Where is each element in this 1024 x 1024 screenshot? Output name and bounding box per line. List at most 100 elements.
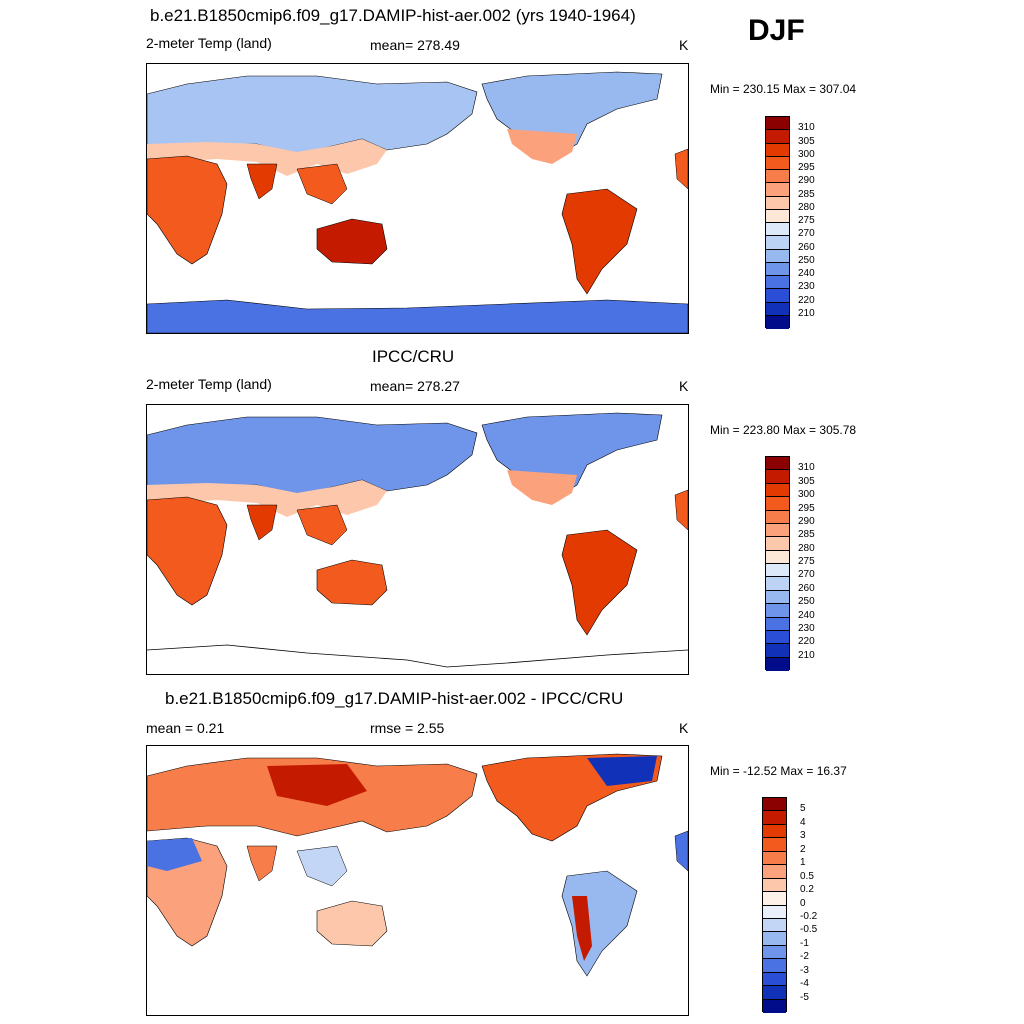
colorbar-segment — [763, 865, 786, 879]
panel-1-colorbar — [765, 116, 790, 329]
colorbar-segment — [766, 143, 789, 157]
colorbar-label: 270 — [798, 228, 815, 240]
australia-land — [316, 218, 388, 265]
colorbar-segment — [766, 550, 789, 564]
colorbar-segment — [766, 236, 789, 250]
north-america-south — [507, 129, 577, 164]
colorbar-segment — [763, 945, 786, 960]
africa-east-edge — [674, 148, 688, 190]
se-asia-land — [296, 163, 348, 205]
colorbar-segment — [763, 851, 786, 866]
panel-1-variable: 2-meter Temp (land) — [146, 35, 272, 51]
panel-2-map — [146, 404, 689, 675]
colorbar-label: 240 — [798, 268, 815, 279]
africa-land — [147, 155, 228, 265]
colorbar-label: 0 — [800, 897, 806, 909]
colorbar-segment — [766, 183, 789, 197]
africa-land — [147, 496, 228, 606]
colorbar-label: -0.5 — [800, 924, 818, 936]
colorbar-segment — [766, 657, 789, 671]
colorbar-label: 3 — [800, 830, 806, 842]
colorbar-segment — [763, 932, 786, 946]
panel-2-mean: mean= 278.27 — [370, 378, 460, 394]
south-asia-land — [246, 163, 278, 200]
colorbar-label: 230 — [798, 622, 815, 634]
north-america-south — [507, 470, 577, 505]
colorbar-label: -1 — [800, 937, 809, 949]
panel-2-minmax: Min = 223.80 Max = 305.78 — [710, 423, 857, 437]
panel-2-variable: 2-meter Temp (land) — [146, 376, 272, 392]
colorbar-segment — [763, 959, 786, 973]
colorbar-label: 300 — [798, 148, 815, 160]
colorbar-label: 305 — [798, 135, 815, 147]
colorbar-segment — [763, 892, 786, 906]
colorbar-label: 250 — [798, 596, 815, 608]
panel-3-minmax: Min = -12.52 Max = 16.37 — [710, 764, 847, 778]
south-america-land — [561, 870, 638, 977]
colorbar-label: 280 — [798, 542, 815, 554]
colorbar-label: 285 — [798, 188, 815, 200]
colorbar-label: 1 — [800, 857, 806, 869]
colorbar-segment — [766, 302, 789, 316]
colorbar-segment — [766, 564, 789, 578]
colorbar-segment — [763, 986, 786, 1000]
colorbar-segment — [766, 630, 789, 645]
panel-3-map — [146, 745, 689, 1016]
africa-east-edge — [674, 489, 688, 531]
colorbar-segment — [766, 577, 789, 591]
africa-east-edge — [674, 830, 688, 872]
antarctica-outline — [147, 644, 688, 668]
panel-1-units: K — [679, 37, 689, 53]
colorbar-label: 310 — [798, 122, 815, 134]
colorbar-label: 260 — [798, 582, 815, 594]
panel-3-title: b.e21.B1850cmip6.f09_g17.DAMIP-hist-aer.… — [165, 689, 624, 708]
colorbar-segment — [763, 999, 786, 1013]
colorbar-label: 220 — [798, 636, 815, 648]
colorbar-segment — [766, 276, 789, 290]
panel-2-units: K — [679, 378, 689, 394]
colorbar-segment — [766, 510, 789, 524]
panel-3-mean: mean = 0.21 — [146, 720, 225, 736]
colorbar-label: 230 — [798, 281, 815, 293]
colorbar-label: -0.2 — [800, 910, 818, 922]
colorbar-label: 0.5 — [800, 870, 814, 882]
eurasia-land — [147, 75, 478, 155]
colorbar-segment — [763, 905, 786, 919]
colorbar-segment — [766, 117, 789, 131]
colorbar-label: 295 — [798, 162, 815, 173]
colorbar-segment — [763, 798, 786, 812]
colorbar-segment — [766, 470, 789, 484]
colorbar-label: 305 — [798, 475, 815, 487]
colorbar-segment — [766, 537, 789, 551]
panel-3-rmse: rmse = 2.55 — [370, 720, 445, 736]
greenland-cold — [587, 756, 657, 786]
colorbar-label: 210 — [798, 649, 815, 661]
panel-1-minmax: Min = 230.15 Max = 307.04 — [710, 82, 857, 96]
colorbar-segment — [766, 170, 789, 184]
colorbar-segment — [766, 289, 789, 303]
se-asia-land — [296, 845, 348, 887]
colorbar-label: 290 — [798, 175, 815, 187]
colorbar-label: 4 — [800, 816, 806, 828]
colorbar-label: 275 — [798, 556, 815, 567]
colorbar-segment — [766, 262, 789, 276]
colorbar-label: -4 — [800, 978, 809, 990]
colorbar-label: -5 — [800, 991, 809, 1003]
panel-3-units: K — [679, 720, 689, 736]
colorbar-label: 310 — [798, 462, 815, 474]
south-asia-land — [246, 845, 278, 882]
colorbar-segment — [766, 209, 789, 223]
antarctica-land — [147, 299, 688, 333]
colorbar-label: 2 — [800, 843, 806, 855]
colorbar-segment — [766, 315, 789, 329]
colorbar-segment — [766, 497, 789, 511]
colorbar-segment — [763, 838, 786, 852]
season-label: DJF — [748, 14, 805, 47]
colorbar-label: 275 — [798, 215, 815, 226]
south-america-land — [561, 188, 638, 295]
eurasia-land — [147, 416, 478, 496]
colorbar-segment — [766, 523, 789, 538]
se-asia-land — [296, 504, 348, 546]
andes-warm — [572, 896, 592, 961]
colorbar-label: 220 — [798, 294, 815, 306]
